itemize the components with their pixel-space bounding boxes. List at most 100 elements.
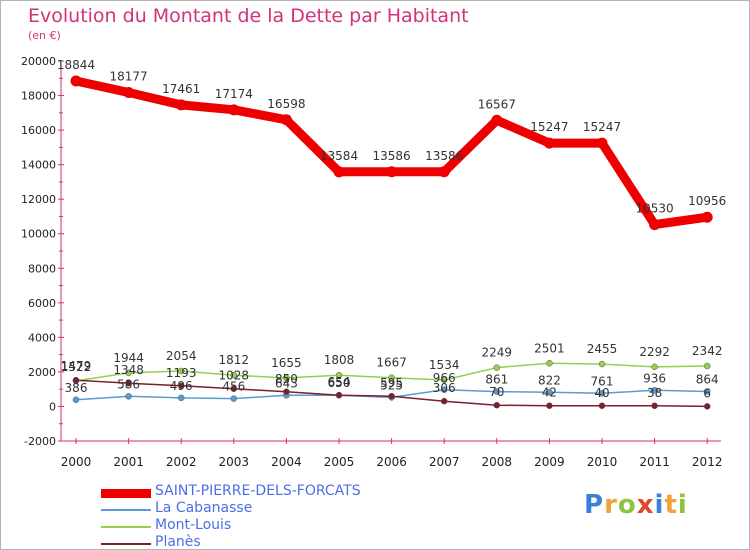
data-label: 1522 bbox=[61, 360, 92, 374]
data-label: 1808 bbox=[324, 353, 355, 367]
data-point bbox=[72, 396, 80, 404]
data-label: 456 bbox=[222, 380, 245, 394]
data-label: 16567 bbox=[478, 97, 516, 111]
data-label: 2249 bbox=[482, 346, 513, 360]
data-label: 525 bbox=[380, 378, 403, 392]
data-label: 850 bbox=[275, 372, 298, 386]
data-label: 13586 bbox=[425, 149, 463, 163]
data-point bbox=[701, 211, 713, 223]
y-tick-label: 10000 bbox=[21, 228, 56, 241]
data-label: 70 bbox=[489, 385, 504, 399]
data-label: 650 bbox=[328, 376, 351, 390]
data-label: 42 bbox=[542, 386, 557, 400]
logo-letter: o bbox=[617, 490, 637, 520]
x-tick-label: 2005 bbox=[324, 455, 355, 469]
data-point bbox=[177, 382, 185, 390]
y-tick-label: -2000 bbox=[24, 435, 56, 448]
data-label: 1348 bbox=[113, 363, 144, 377]
data-label: 1655 bbox=[271, 356, 302, 370]
x-tick-label: 2011 bbox=[639, 455, 670, 469]
legend-swatch bbox=[101, 543, 151, 545]
x-tick-label: 2008 bbox=[482, 455, 513, 469]
data-point bbox=[598, 360, 606, 368]
data-label: 1667 bbox=[376, 356, 407, 370]
chart-unit: (en €) bbox=[28, 29, 61, 42]
data-point bbox=[703, 362, 711, 370]
data-label: 17174 bbox=[215, 87, 253, 101]
legend-swatch bbox=[101, 509, 151, 511]
y-tick-label: 20000 bbox=[21, 55, 56, 68]
data-point bbox=[230, 395, 238, 402]
logo-letter: i bbox=[677, 490, 688, 520]
data-point bbox=[493, 401, 501, 409]
data-point bbox=[125, 379, 132, 387]
data-point bbox=[703, 403, 711, 410]
data-label: 10956 bbox=[688, 194, 726, 208]
data-label: 1479 bbox=[61, 359, 92, 373]
data-point bbox=[440, 386, 448, 394]
data-point bbox=[493, 364, 501, 371]
data-label: 864 bbox=[696, 373, 719, 387]
data-point bbox=[438, 166, 450, 178]
data-label: 386 bbox=[65, 381, 88, 395]
y-tick-label: 12000 bbox=[21, 193, 56, 206]
data-point bbox=[177, 367, 185, 375]
data-label: 17461 bbox=[162, 82, 200, 96]
data-label: 643 bbox=[275, 376, 298, 390]
y-tick-label: 6000 bbox=[28, 297, 56, 310]
data-label: 1534 bbox=[429, 358, 460, 372]
data-point bbox=[388, 374, 395, 381]
data-point bbox=[543, 137, 555, 149]
x-tick-label: 2012 bbox=[692, 455, 723, 469]
legend-label: Mont-Louis bbox=[155, 517, 232, 533]
data-point bbox=[598, 402, 606, 410]
legend-swatch bbox=[101, 488, 151, 498]
data-point bbox=[280, 114, 292, 126]
data-label: 18844 bbox=[57, 58, 95, 72]
data-label: 6 bbox=[703, 386, 711, 400]
data-label: 1028 bbox=[219, 369, 250, 383]
data-label: 1944 bbox=[113, 351, 144, 365]
data-label: 586 bbox=[117, 377, 140, 391]
data-point bbox=[596, 137, 608, 149]
x-tick-label: 2004 bbox=[271, 455, 302, 469]
data-label: 13584 bbox=[320, 149, 358, 163]
data-point bbox=[386, 166, 398, 178]
logo-letter: P bbox=[584, 490, 605, 520]
data-label: 496 bbox=[170, 379, 193, 393]
data-point bbox=[335, 371, 343, 379]
data-point bbox=[125, 369, 132, 377]
data-point bbox=[493, 388, 501, 395]
legend-label: La Cabanasse bbox=[155, 500, 253, 516]
data-label: 10530 bbox=[636, 202, 674, 216]
logo-letter: x bbox=[636, 490, 655, 520]
data-point bbox=[703, 388, 711, 395]
data-point bbox=[177, 394, 185, 402]
data-label: 654 bbox=[328, 375, 351, 389]
data-point bbox=[651, 363, 658, 371]
y-tick-label: 14000 bbox=[21, 159, 56, 172]
y-tick-label: 4000 bbox=[28, 331, 56, 344]
data-label: 2501 bbox=[534, 341, 565, 355]
data-label: 936 bbox=[643, 371, 666, 385]
data-point bbox=[546, 402, 553, 409]
data-label: 38 bbox=[647, 386, 662, 400]
data-point bbox=[491, 114, 503, 126]
data-label: 13586 bbox=[373, 149, 411, 163]
data-point bbox=[651, 402, 658, 410]
y-tick-label: 2000 bbox=[28, 366, 56, 379]
data-point bbox=[388, 392, 395, 400]
data-label: 1812 bbox=[219, 353, 250, 367]
legend-swatch bbox=[101, 526, 151, 528]
data-point bbox=[546, 360, 553, 367]
data-label: 822 bbox=[538, 373, 561, 387]
data-point bbox=[72, 376, 80, 384]
data-label: 595 bbox=[380, 376, 403, 390]
legend-label: SAINT-PIERRE-DELS-FORCATS bbox=[155, 483, 361, 499]
data-label: 2455 bbox=[587, 342, 618, 356]
data-label: 15247 bbox=[530, 120, 568, 134]
data-point bbox=[440, 376, 448, 384]
data-point bbox=[283, 388, 290, 396]
